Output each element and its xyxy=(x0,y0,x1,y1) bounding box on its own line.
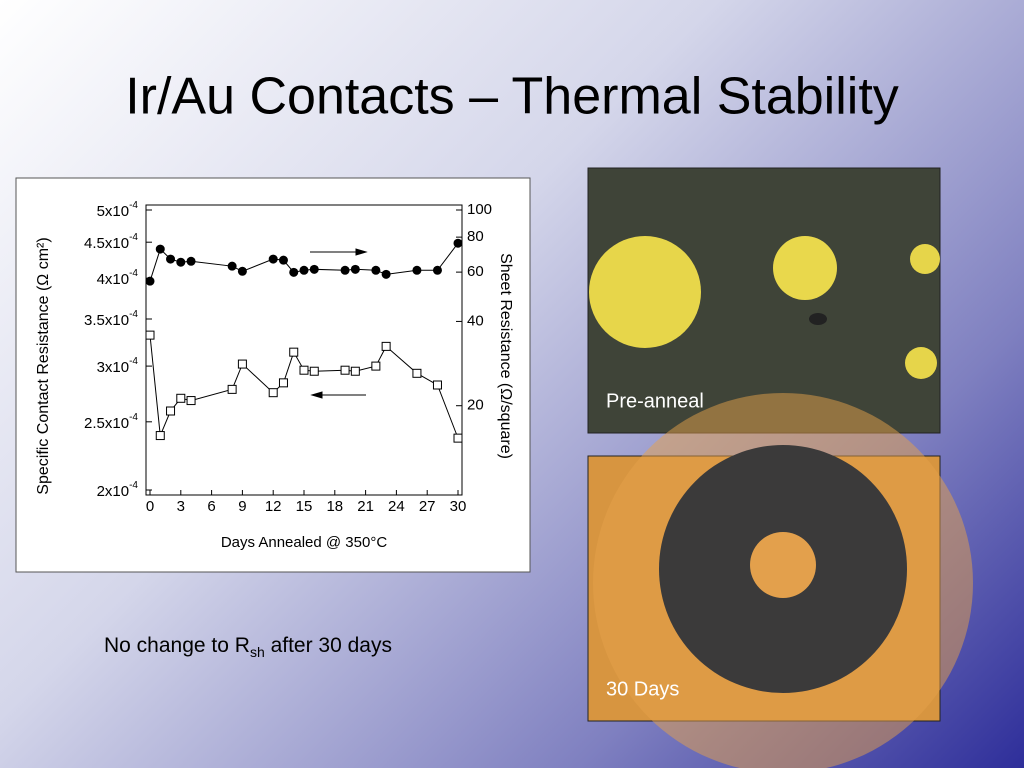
data-point xyxy=(289,267,299,277)
data-point xyxy=(155,431,165,441)
y-tick-label: 4.5x10-4 xyxy=(84,232,138,252)
x-tick-label: 30 xyxy=(450,498,467,515)
x-tick-label: 3 xyxy=(177,498,185,515)
slide-title: Ir/Au Contacts – Thermal Stability xyxy=(125,68,899,126)
chart: 0 3 6 9 12 15 18 21 24 27 30 2x10-4 2.5x10-4 3x10-4 3.… xyxy=(84,200,492,515)
data-point xyxy=(453,433,463,443)
data-point xyxy=(145,276,155,286)
note-subscript: sh xyxy=(249,644,265,661)
y2-tick-label: 100 xyxy=(467,201,492,218)
data-point xyxy=(289,347,299,357)
data-point xyxy=(186,396,196,406)
y2-axis-label: Sheet Resistance (Ω/square) xyxy=(497,253,514,459)
note-text: after 30 days xyxy=(264,634,392,657)
data-point xyxy=(237,359,247,369)
data-point xyxy=(166,406,176,416)
data-point xyxy=(166,254,176,264)
data-point xyxy=(412,265,422,275)
x-tick-label: 9 xyxy=(238,498,246,515)
data-point xyxy=(453,238,463,248)
x-tick-label: 15 xyxy=(296,498,313,515)
photo-label: 30 Days xyxy=(606,678,679,700)
data-point xyxy=(432,380,442,390)
data-point xyxy=(155,244,165,254)
data-point xyxy=(309,366,319,376)
data-point xyxy=(278,255,288,265)
data-point xyxy=(227,384,237,394)
y-tick-label: 2x10-4 xyxy=(97,480,139,500)
x-tick-label: 18 xyxy=(326,498,343,515)
data-point xyxy=(145,330,155,340)
data-point xyxy=(186,256,196,266)
x-tick-label: 27 xyxy=(419,498,436,515)
x-tick-label: 0 xyxy=(146,498,154,515)
data-point xyxy=(268,388,278,398)
note-text: No change to R xyxy=(104,634,250,657)
arrows xyxy=(310,248,368,399)
y2-tick-label: 80 xyxy=(467,228,484,245)
data-point xyxy=(432,265,442,275)
data-point xyxy=(381,341,391,351)
photo-label: Pre-anneal xyxy=(606,390,704,412)
data-point xyxy=(350,264,360,274)
y-tick-label: 2.5x10-4 xyxy=(84,411,138,431)
note: No change to Rsh after 30 days xyxy=(104,634,392,660)
data-point xyxy=(268,254,278,264)
x-tick-label: 24 xyxy=(388,498,405,515)
data-point xyxy=(309,264,319,274)
y-tick-label: 5x10-4 xyxy=(97,200,139,220)
photo-pre-anneal: Pre-anneal xyxy=(587,167,941,434)
y2-tick-label: 40 xyxy=(467,312,484,329)
y2-tick-label: 60 xyxy=(467,263,484,280)
x-tick-label: 21 xyxy=(357,498,374,515)
data-point xyxy=(371,361,381,371)
y-tick-label: 4x10-4 xyxy=(97,268,139,288)
y-tick-label: 3x10-4 xyxy=(97,356,139,376)
data-point xyxy=(176,257,186,267)
y2-tick-label: 20 xyxy=(467,397,484,414)
data-point xyxy=(176,393,186,403)
y-axis-label: Specific Contact Resistance (Ω cm²) xyxy=(35,237,52,494)
data-point xyxy=(237,266,247,276)
x-tick-label: 6 xyxy=(207,498,215,515)
data-point xyxy=(299,365,309,375)
y-tick-label: 3.5x10-4 xyxy=(84,309,138,329)
data-point xyxy=(381,269,391,279)
data-point xyxy=(340,365,350,375)
data-point xyxy=(299,265,309,275)
data-point xyxy=(371,265,381,275)
photo-30-days: 30 Days xyxy=(587,393,973,773)
data-point xyxy=(412,368,422,378)
data-point xyxy=(278,378,288,388)
data-point xyxy=(350,366,360,376)
data-point xyxy=(340,265,350,275)
x-tick-label: 12 xyxy=(265,498,282,515)
chart-panel xyxy=(15,177,531,573)
x-axis-label: Days Annealed @ 350°C xyxy=(221,534,387,551)
data-point xyxy=(227,261,237,271)
